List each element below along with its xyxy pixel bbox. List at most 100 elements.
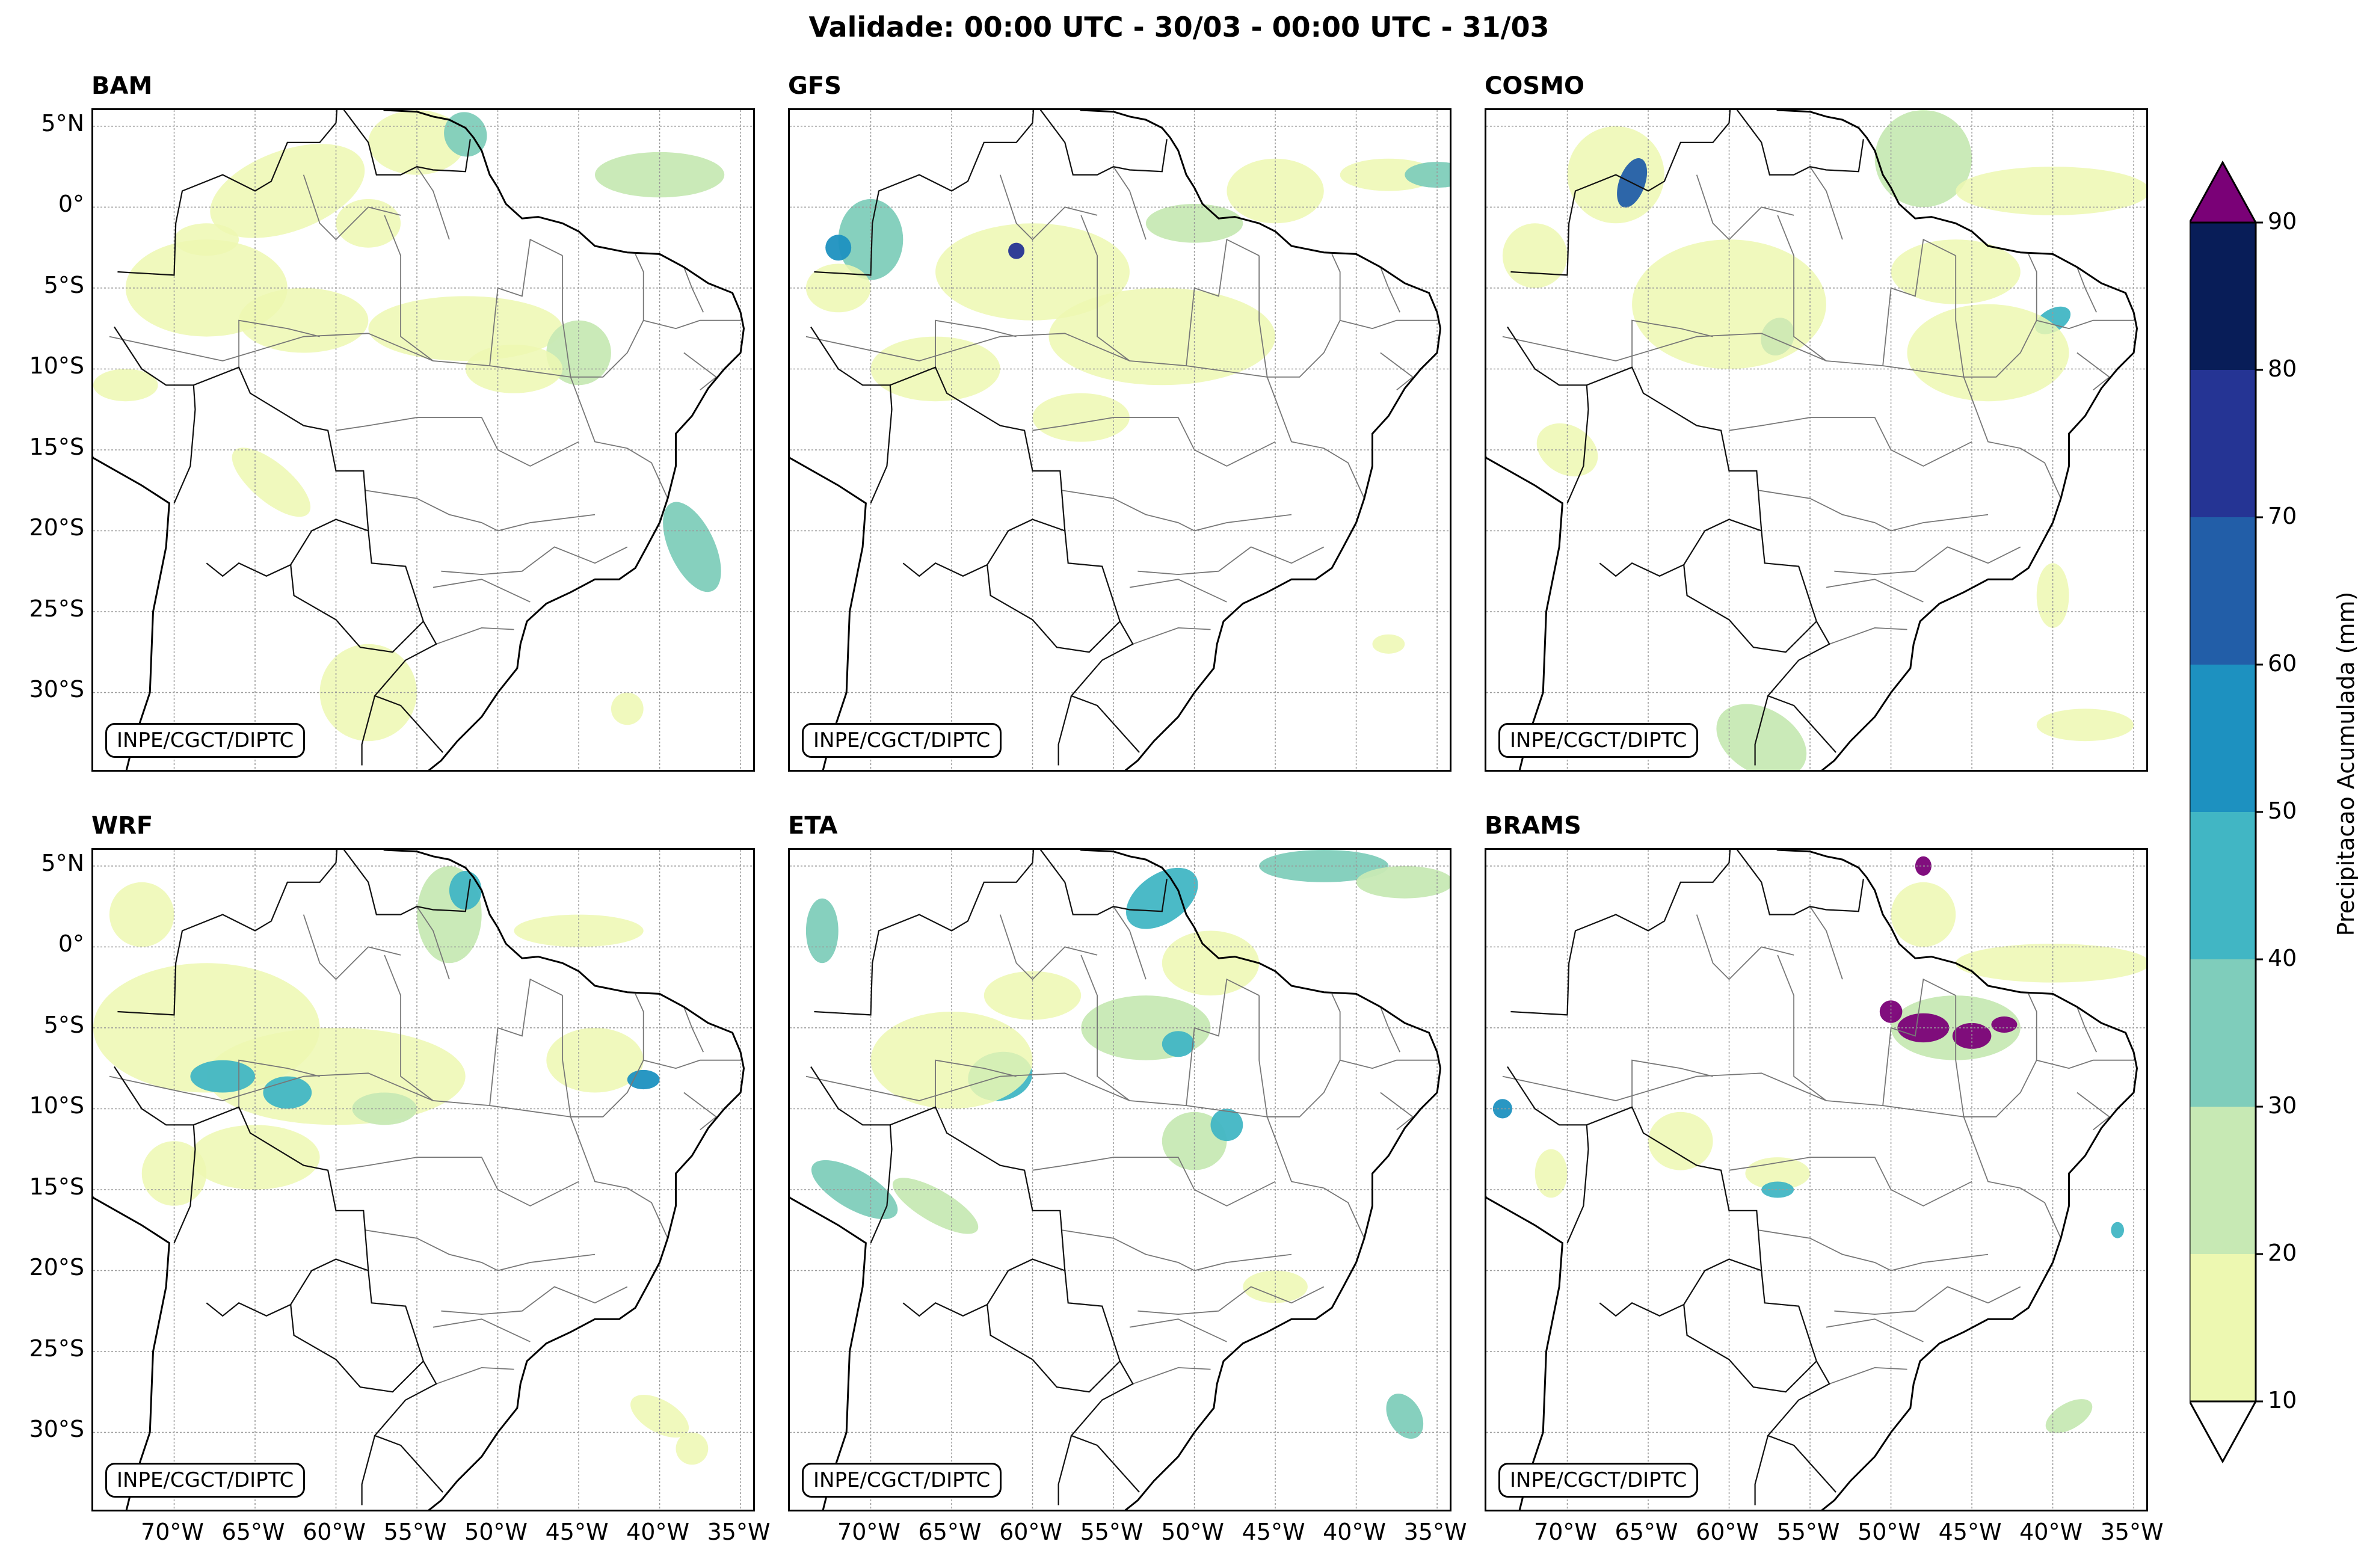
state-border [2076, 1006, 2098, 1053]
state-border [2036, 319, 2134, 330]
lon-tick-label: 70°W [1534, 1519, 1597, 1545]
country-border [117, 110, 338, 276]
precip-area [935, 223, 1130, 321]
state-border [1266, 1116, 1365, 1239]
map-canvas [790, 110, 1450, 770]
state-border [999, 914, 1098, 980]
state-border [384, 955, 434, 1101]
colorbar-tick-label: 50 [2268, 798, 2297, 824]
state-border [683, 1092, 718, 1131]
state-border [489, 238, 563, 366]
state-border [384, 215, 434, 361]
country-border [1754, 695, 1769, 766]
colorbar-tick-label: 20 [2268, 1240, 2297, 1266]
state-border [1696, 914, 1794, 980]
lon-tick-label: 40°W [626, 1519, 690, 1545]
lat-tick-label: 10°S [29, 352, 84, 380]
country-border [117, 850, 338, 1016]
state-border [1186, 238, 1260, 366]
map-canvas [93, 110, 753, 770]
precip-area [449, 871, 482, 910]
state-border [1113, 906, 1147, 980]
country-border [114, 1066, 443, 1493]
precip-area [1761, 1181, 1794, 1198]
state-border [365, 1229, 596, 1271]
colorbar-segment [2190, 812, 2256, 959]
country-border [814, 850, 1035, 1016]
state-border [1631, 1059, 1713, 1107]
lon-tick-label: 50°W [1161, 1519, 1225, 1545]
precip-area [663, 502, 721, 592]
state-border [570, 1116, 668, 1239]
lon-tick-label: 55°W [383, 1519, 447, 1545]
precip-area [1210, 1108, 1243, 1142]
country-border [173, 385, 196, 504]
state-border [436, 627, 514, 645]
colorbar-tick-label: 70 [2268, 503, 2297, 529]
map-canvas [790, 850, 1450, 1510]
state-border [1061, 1229, 1292, 1271]
country-border [290, 1304, 424, 1393]
state-border [441, 1286, 628, 1315]
lat-tick-label: 25°S [29, 595, 84, 622]
map-frame: INPE/CGCT/DIPTC [91, 848, 755, 1511]
country-border [987, 1304, 1121, 1393]
state-border [1729, 417, 1972, 467]
map-canvas [1486, 110, 2146, 770]
country-border [343, 110, 471, 176]
lon-tick-label: 65°W [1615, 1519, 1678, 1545]
country-border [206, 1258, 369, 1317]
map-frame: INPE/CGCT/DIPTC [788, 848, 1451, 1511]
panel-title: COSMO [1485, 72, 1584, 100]
precip-area [1502, 223, 1568, 288]
country-border [1507, 1066, 1836, 1493]
precip-area [805, 898, 839, 964]
country-border [290, 564, 424, 653]
state-border [489, 978, 563, 1106]
lon-tick-label: 60°W [1696, 1519, 1759, 1545]
precip-area [1991, 1016, 2018, 1033]
precip-area [1648, 1111, 1713, 1170]
state-border [238, 319, 320, 367]
state-border [643, 319, 741, 330]
lon-tick-label: 35°W [707, 1519, 771, 1545]
state-border [1266, 377, 1365, 499]
page-title: Validade: 00:00 UTC - 30/03 - 00:00 UTC … [808, 11, 1550, 43]
map-frame: INPE/CGCT/DIPTC [788, 108, 1451, 772]
state-border [1132, 627, 1211, 645]
lon-tick-label: 70°W [141, 1519, 204, 1545]
country-border [1510, 110, 1731, 276]
map-frame: INPE/CGCT/DIPTC [1485, 108, 2148, 772]
state-border [1129, 579, 1227, 603]
state-border [1137, 1286, 1325, 1315]
state-border [1696, 174, 1794, 241]
state-border [1809, 906, 1843, 980]
colorbar-tick-label: 10 [2268, 1387, 2297, 1413]
precip-area [2045, 1399, 2093, 1434]
country-border [810, 1066, 1140, 1493]
country-border [1683, 564, 1817, 653]
state-border [1340, 319, 1438, 330]
precip-area [838, 198, 903, 280]
precip-area [892, 1178, 979, 1234]
country-border [902, 518, 1065, 577]
country-border [173, 1125, 196, 1244]
country-border [870, 1125, 893, 1244]
state-border [1129, 1318, 1227, 1342]
lat-tick-label: 5°S [43, 271, 84, 298]
state-border [365, 490, 596, 532]
colorbar-tick-label: 40 [2268, 945, 2297, 971]
state-border [1758, 490, 1989, 532]
precip-area [1032, 393, 1130, 442]
panel-title: BAM [91, 72, 153, 100]
state-border [1809, 166, 1843, 240]
state-border [1829, 627, 1907, 645]
precip-area [1372, 634, 1405, 654]
coastline [790, 850, 1442, 1510]
credit-box: INPE/CGCT/DIPTC [802, 1463, 1002, 1498]
colorbar-label: Precipitacao Acumulada (mm) [2333, 591, 2358, 936]
state-border [1080, 955, 1130, 1101]
lon-tick-label: 65°W [918, 1519, 982, 1545]
colorbar-segment [2190, 370, 2256, 517]
panel-title: ETA [788, 812, 838, 840]
